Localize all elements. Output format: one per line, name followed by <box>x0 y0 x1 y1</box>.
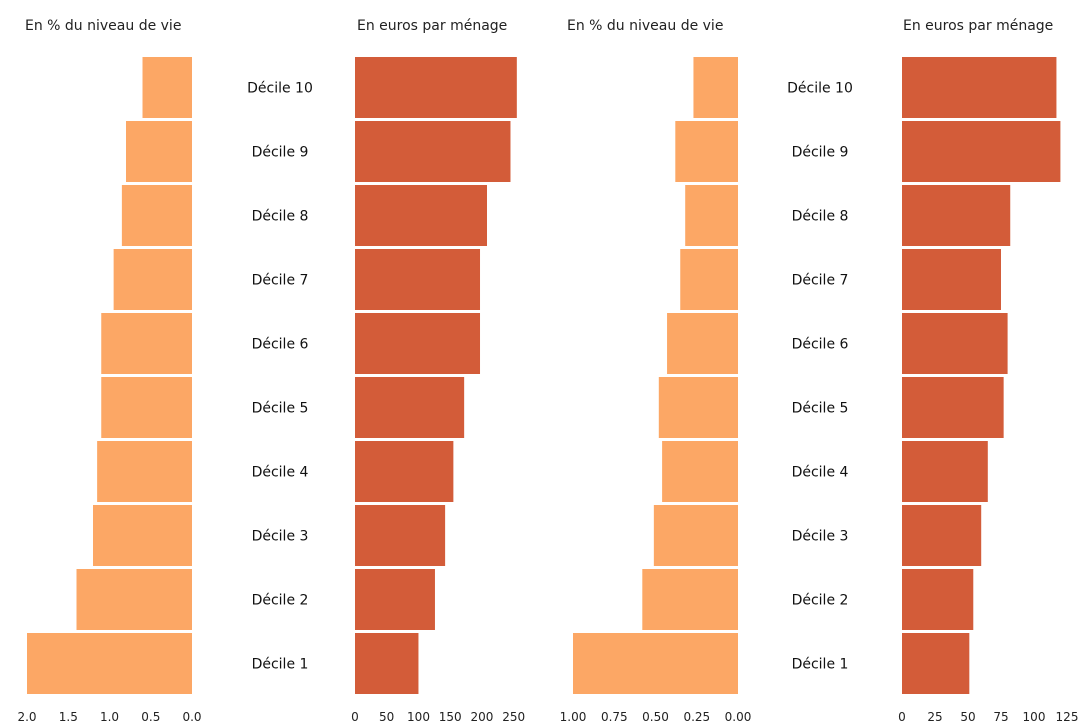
bar-4-7 <box>902 441 988 502</box>
tick-label-3-4: 0.25 <box>683 710 710 724</box>
bar-3-5 <box>667 313 738 374</box>
category-label-3-4: Décile 7 <box>792 273 849 289</box>
bar-1-2 <box>126 121 192 182</box>
bar-4-4 <box>902 249 1001 310</box>
chart-title-4: En euros par ménage <box>903 18 1053 34</box>
chart-panel-1: En % du niveau de vie Décile 10 Décile 9 Dé… <box>17 18 312 724</box>
chart-panel-4: En euros par ménage 0 25 50 75 100 125 <box>898 18 1078 724</box>
category-label-3-9: Décile 2 <box>792 593 849 609</box>
bar-3-1 <box>693 57 738 118</box>
tick-label-4-5: 100 <box>1023 710 1046 724</box>
category-label-3-7: Décile 4 <box>792 465 849 481</box>
tick-label-4-6: 125 <box>1056 710 1079 724</box>
category-label-1-6: Décile 5 <box>252 401 309 417</box>
category-label-3-1: Décile 10 <box>787 81 853 97</box>
bar-2-9 <box>355 569 435 630</box>
bar-1-9 <box>76 569 192 630</box>
category-label-3-2: Décile 9 <box>792 145 849 161</box>
bar-1-10 <box>27 633 192 694</box>
bar-2-8 <box>355 505 446 566</box>
chart-panel-2: En euros par ménage 0 50 100 150 200 250 <box>351 18 525 724</box>
tick-label-2-6: 250 <box>502 710 525 724</box>
bar-1-5 <box>101 313 192 374</box>
category-label-3-3: Décile 8 <box>792 209 849 225</box>
bar-3-3 <box>685 185 738 246</box>
bar-2-5 <box>355 313 481 374</box>
bar-4-10 <box>902 633 970 694</box>
category-label-1-2: Décile 9 <box>252 145 309 161</box>
bar-4-1 <box>902 57 1057 118</box>
tick-label-4-3: 50 <box>960 710 975 724</box>
category-label-1-8: Décile 3 <box>252 529 309 545</box>
chart-title-2: En euros par ménage <box>357 18 507 34</box>
bar-3-4 <box>680 249 738 310</box>
bar-3-7 <box>662 441 738 502</box>
category-label-1-3: Décile 8 <box>252 209 309 225</box>
category-label-3-5: Décile 6 <box>792 337 849 353</box>
tick-label-3-2: 0.75 <box>601 710 628 724</box>
bar-2-10 <box>355 633 419 694</box>
bar-4-6 <box>902 377 1004 438</box>
tick-label-2-4: 150 <box>439 710 462 724</box>
tick-label-1-3: 1.0 <box>100 710 119 724</box>
bar-1-7 <box>97 441 192 502</box>
bar-2-3 <box>355 185 487 246</box>
category-label-1-1: Décile 10 <box>247 81 313 97</box>
bar-4-5 <box>902 313 1008 374</box>
tick-label-2-5: 200 <box>470 710 493 724</box>
bar-1-8 <box>93 505 192 566</box>
tick-label-3-1: 1.00 <box>560 710 587 724</box>
tick-label-4-2: 25 <box>927 710 942 724</box>
bar-3-2 <box>675 121 738 182</box>
bar-4-9 <box>902 569 974 630</box>
bar-4-8 <box>902 505 982 566</box>
tick-label-2-1: 0 <box>351 710 359 724</box>
category-label-1-5: Décile 6 <box>252 337 309 353</box>
category-label-1-7: Décile 4 <box>252 465 309 481</box>
bar-2-7 <box>355 441 454 502</box>
category-label-3-6: Décile 5 <box>792 401 849 417</box>
bar-3-8 <box>653 505 738 566</box>
bar-1-3 <box>121 185 193 246</box>
tick-label-1-1: 2.0 <box>17 710 36 724</box>
chart-title-3: En % du niveau de vie <box>567 18 723 34</box>
bar-2-1 <box>355 57 517 118</box>
bar-1-1 <box>142 57 192 118</box>
tick-label-2-3: 100 <box>407 710 430 724</box>
bar-1-4 <box>113 249 193 310</box>
bar-1-6 <box>101 377 192 438</box>
bar-2-4 <box>355 249 481 310</box>
bar-3-6 <box>658 377 738 438</box>
category-label-3-10: Décile 1 <box>792 657 849 673</box>
bar-3-9 <box>642 569 738 630</box>
bar-4-3 <box>902 185 1011 246</box>
bar-3-10 <box>573 633 738 694</box>
bar-4-2 <box>902 121 1061 182</box>
bar-2-6 <box>355 377 465 438</box>
tick-label-3-3: 0.50 <box>642 710 669 724</box>
tick-label-1-2: 1.5 <box>59 710 78 724</box>
tick-label-4-4: 75 <box>993 710 1008 724</box>
category-label-1-10: Décile 1 <box>252 657 309 673</box>
tick-label-2-2: 50 <box>379 710 394 724</box>
category-label-3-8: Décile 3 <box>792 529 849 545</box>
tick-label-1-4: 0.5 <box>141 710 160 724</box>
tick-label-1-5: 0.0 <box>182 710 201 724</box>
tick-label-4-1: 0 <box>898 710 906 724</box>
bar-2-2 <box>355 121 511 182</box>
chart-panel-3: En % du niveau de vie Décile 10 Décile 9 Dé… <box>560 18 853 724</box>
tick-label-3-5: 0.00 <box>725 710 752 724</box>
category-label-1-9: Décile 2 <box>252 593 309 609</box>
category-label-1-4: Décile 7 <box>252 273 309 289</box>
chart-title-1: En % du niveau de vie <box>25 18 181 34</box>
